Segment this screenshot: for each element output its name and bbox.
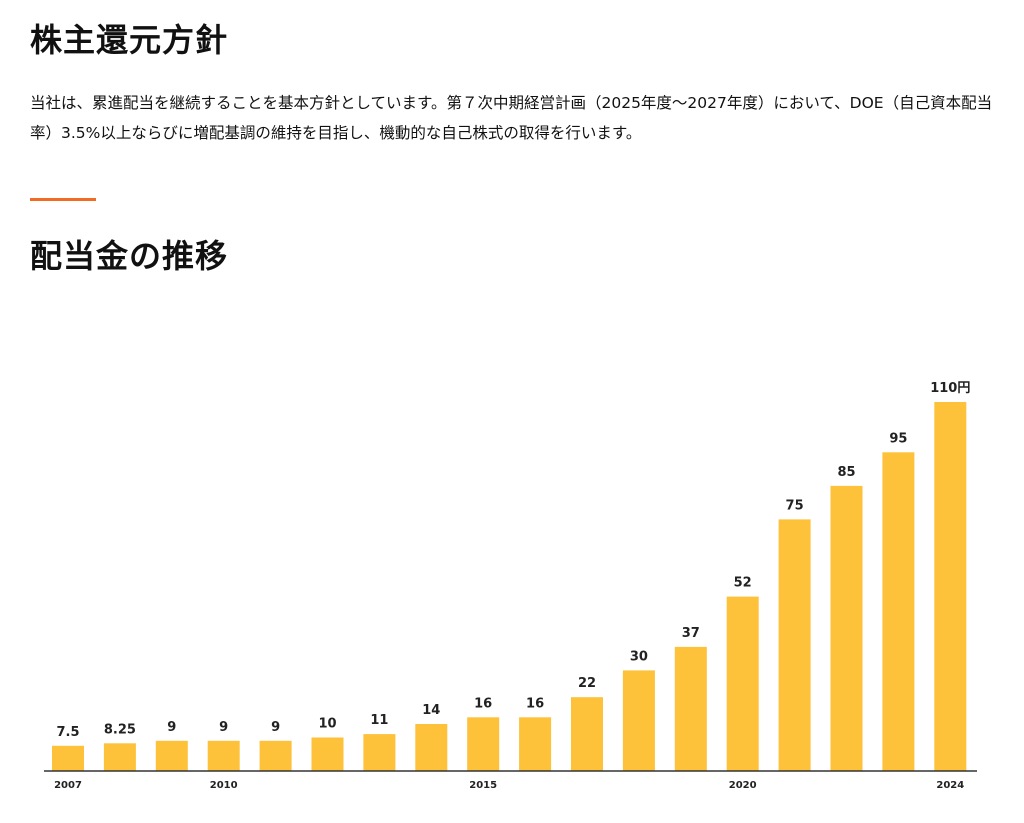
value-label-2022: 85 [837, 465, 855, 480]
dividend-bar-chart: 7.5 8.25 9 9 9 10 11 14 16 16 22 30 37 52 75 85 95 110円 2… [44, 381, 977, 791]
bar-2011 [259, 740, 292, 771]
bar-2010 [207, 740, 240, 771]
value-label-2013: 11 [370, 713, 388, 728]
bars-layer [52, 402, 967, 771]
bar-2019 [674, 646, 707, 771]
bar-2016 [519, 717, 552, 771]
x-tick-label-2007: 2007 [54, 780, 82, 791]
bar-2007 [52, 745, 84, 771]
bar-2022 [830, 485, 863, 771]
bar-2018 [622, 670, 655, 771]
value-label-2017: 22 [578, 676, 596, 691]
x-tick-label-2024: 2024 [936, 780, 964, 791]
value-label-2012: 10 [318, 717, 336, 732]
value-label-2020: 52 [734, 576, 752, 591]
bar-2023 [882, 452, 915, 771]
policy-title: 株主還元方針 [30, 21, 229, 59]
x-tick-label-2010: 2010 [210, 780, 238, 791]
value-label-2014: 14 [422, 703, 440, 718]
bar-2024 [934, 402, 967, 771]
chart-heading: 配当金の推移 [30, 237, 229, 275]
bar-2021 [778, 519, 811, 771]
x-tick-label-2020: 2020 [729, 780, 757, 791]
x-tick-label-2015: 2015 [469, 780, 497, 791]
bar-2020 [726, 596, 759, 771]
policy-description: 当社は、累進配当を継続することを基本方針としています。第７次中期経営計画（202… [30, 94, 993, 142]
bar-2008 [103, 743, 136, 771]
value-labels-layer: 7.5 8.25 9 9 9 10 11 14 16 16 22 30 37 52 75 85 95 110円 [56, 381, 970, 740]
value-label-2015: 16 [474, 696, 492, 711]
bar-2017 [571, 697, 603, 771]
value-label-2016: 16 [526, 696, 544, 711]
value-label-2018: 30 [630, 649, 648, 664]
x-tick-labels-layer: 2007 2010 2015 2020 2024 [54, 780, 964, 791]
bar-2009 [155, 740, 188, 771]
value-label-2019: 37 [682, 626, 700, 641]
bar-2012 [311, 737, 344, 771]
value-label-2021: 75 [786, 498, 804, 513]
bar-2013 [363, 734, 396, 771]
bar-2014 [415, 724, 448, 771]
bar-2015 [467, 717, 500, 771]
section-divider [30, 198, 96, 201]
value-label-2011: 9 [271, 720, 280, 735]
value-label-2007: 7.5 [56, 725, 79, 740]
value-label-2010: 9 [219, 720, 228, 735]
value-label-2009: 9 [167, 720, 176, 735]
value-label-2008: 8.25 [104, 722, 136, 737]
value-label-2023: 95 [889, 431, 907, 446]
value-label-2024: 110円 [930, 381, 970, 396]
